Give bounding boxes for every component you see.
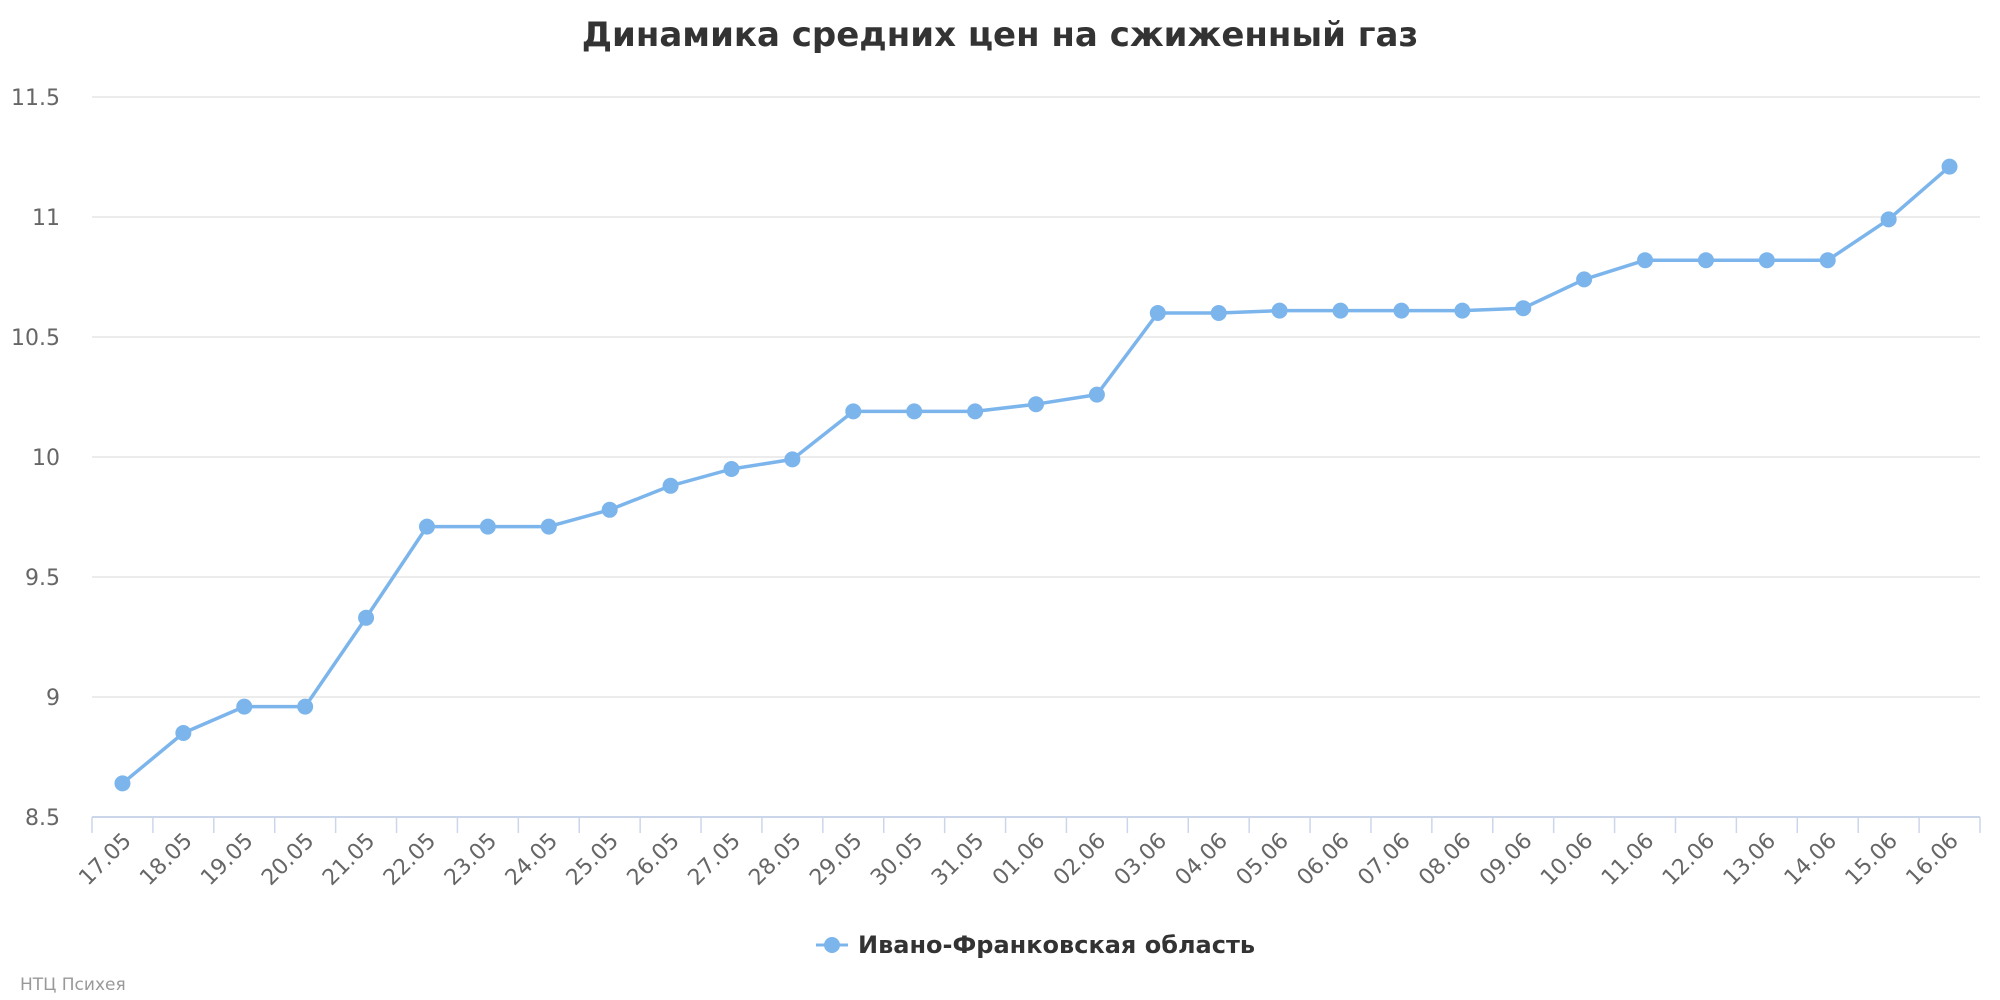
data-point[interactable] xyxy=(1758,252,1775,269)
data-point[interactable] xyxy=(1271,302,1288,319)
data-point[interactable] xyxy=(236,698,253,715)
y-tick-label: 8.5 xyxy=(25,806,60,831)
data-point[interactable] xyxy=(723,461,740,477)
x-tick-label: 16.06 xyxy=(1902,829,1964,891)
data-point[interactable] xyxy=(1088,386,1105,403)
x-tick-label: 14.06 xyxy=(1780,829,1842,891)
x-tick-label: 15.06 xyxy=(1841,829,1903,891)
data-point[interactable] xyxy=(1941,158,1958,175)
data-point[interactable] xyxy=(906,403,923,420)
x-tick-label: 07.06 xyxy=(1353,829,1415,891)
x-tick-label: 10.06 xyxy=(1536,829,1598,891)
y-tick-label: 10 xyxy=(32,446,60,471)
x-tick-label: 03.06 xyxy=(1110,829,1172,891)
series-group xyxy=(114,158,1958,792)
data-point[interactable] xyxy=(784,451,801,468)
data-point[interactable] xyxy=(1028,396,1044,413)
y-tick-label: 10.5 xyxy=(11,326,60,351)
data-point[interactable] xyxy=(175,725,192,741)
x-tick-label: 26.05 xyxy=(623,829,685,891)
data-point[interactable] xyxy=(662,477,679,494)
x-axis xyxy=(91,816,1981,833)
data-point[interactable] xyxy=(1576,271,1593,288)
x-tick-label: 30.05 xyxy=(866,829,928,891)
x-tick-label: 21.05 xyxy=(318,829,380,891)
grid-lines xyxy=(92,96,1980,698)
data-point[interactable] xyxy=(114,775,131,792)
y-tick-label: 11 xyxy=(32,206,60,231)
x-tick-label: 25.05 xyxy=(562,829,624,891)
data-point[interactable] xyxy=(1880,211,1897,228)
data-point[interactable] xyxy=(418,518,435,535)
x-tick-label: 06.06 xyxy=(1293,829,1355,891)
legend-item-label: Ивано-Франковская область xyxy=(858,931,1255,959)
data-point[interactable] xyxy=(1332,302,1349,319)
x-tick-label: 28.05 xyxy=(744,829,806,891)
x-tick-label: 23.05 xyxy=(440,829,502,891)
x-tick-label: 04.06 xyxy=(1171,829,1233,891)
data-point[interactable] xyxy=(1454,302,1471,319)
x-tick-label: 08.06 xyxy=(1414,829,1476,891)
y-tick-label: 9.5 xyxy=(25,566,60,591)
y-tick-label: 9 xyxy=(46,686,60,711)
data-point[interactable] xyxy=(1697,252,1714,269)
data-point[interactable] xyxy=(1515,300,1532,317)
chart-title: Динамика средних цен на сжиженный газ xyxy=(582,15,1419,55)
x-tick-label: 24.05 xyxy=(501,829,563,891)
x-tick-label: 12.06 xyxy=(1658,829,1720,891)
data-point[interactable] xyxy=(1210,305,1227,321)
data-point[interactable] xyxy=(540,518,557,535)
data-point[interactable] xyxy=(967,403,984,420)
data-point[interactable] xyxy=(1819,252,1836,269)
data-point[interactable] xyxy=(479,518,496,535)
series-line xyxy=(121,165,1951,785)
x-tick-label: 29.05 xyxy=(805,829,867,891)
x-tick-label: 17.05 xyxy=(74,829,136,891)
data-point[interactable] xyxy=(601,501,618,518)
legend-marker-icon xyxy=(824,937,840,953)
x-tick-label: 22.05 xyxy=(379,829,441,891)
x-tick-label: 31.05 xyxy=(927,829,989,891)
credits-text[interactable]: НТЦ Психея xyxy=(20,975,126,995)
x-axis-labels: 17.0518.0519.0520.0521.0522.0523.0524.05… xyxy=(74,829,1963,891)
data-point[interactable] xyxy=(358,609,375,626)
x-tick-label: 20.05 xyxy=(257,829,319,891)
data-point[interactable] xyxy=(1149,305,1166,321)
x-tick-label: 19.05 xyxy=(196,829,258,891)
data-point[interactable] xyxy=(1393,302,1410,319)
x-tick-label: 09.06 xyxy=(1475,829,1537,891)
data-point[interactable] xyxy=(1637,252,1654,269)
legend[interactable]: Ивано-Франковская область xyxy=(816,931,1255,959)
data-point[interactable] xyxy=(845,403,862,420)
x-tick-label: 05.06 xyxy=(1232,829,1294,891)
x-tick-label: 13.06 xyxy=(1719,829,1781,891)
x-tick-label: 01.06 xyxy=(988,829,1050,891)
x-tick-label: 18.05 xyxy=(135,829,197,891)
x-tick-label: 02.06 xyxy=(1049,829,1111,891)
x-tick-label: 11.06 xyxy=(1597,829,1659,891)
data-point[interactable] xyxy=(297,698,314,715)
y-tick-label: 11.5 xyxy=(11,86,60,111)
y-axis-ticks: 8.5 9 9.5 10 10.5 11 11.5 xyxy=(11,86,60,831)
x-tick-label: 27.05 xyxy=(684,829,746,891)
